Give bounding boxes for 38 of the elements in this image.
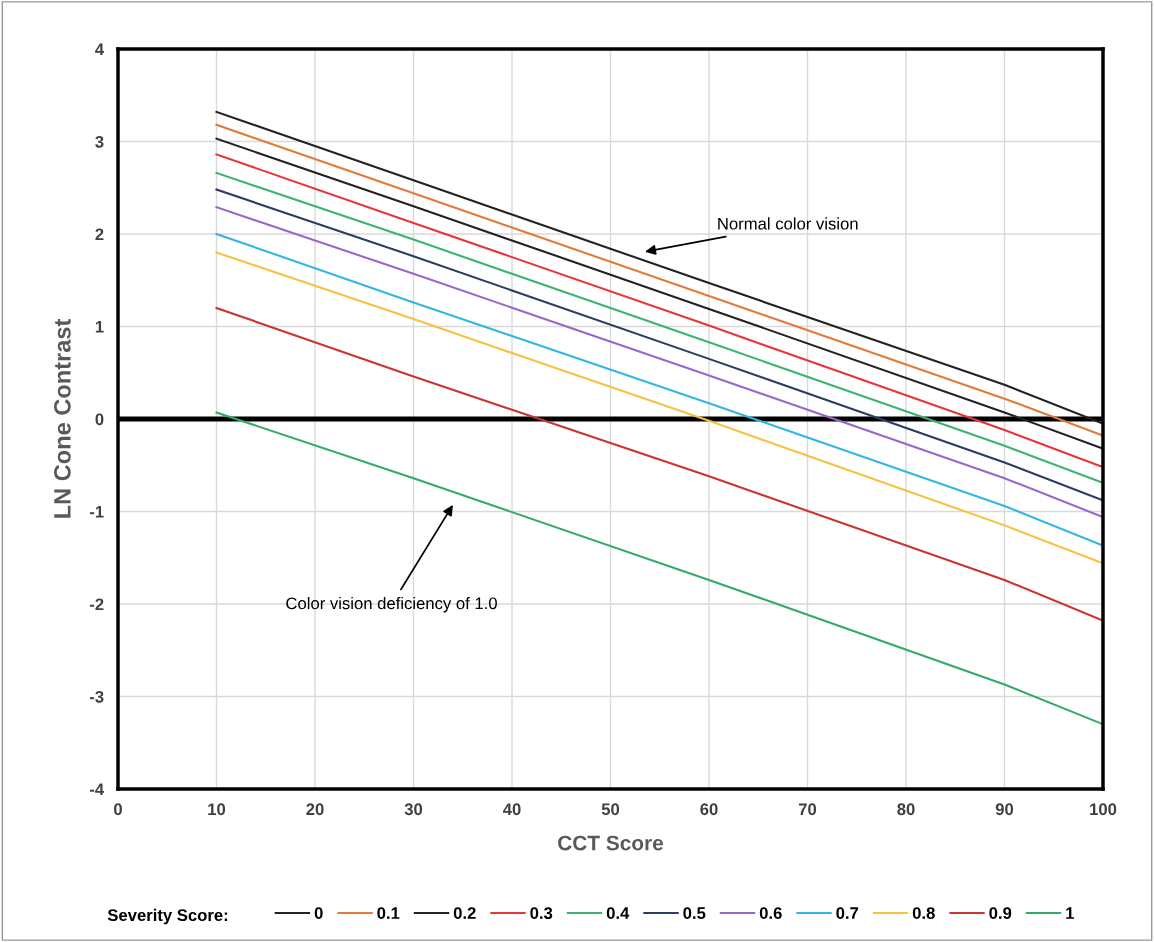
x-tick-label: 50	[601, 803, 620, 816]
x-tick-label: 70	[798, 803, 817, 816]
legend-title: Severity Score:	[107, 908, 228, 925]
legend-label: 0.2	[453, 907, 476, 919]
y-tick-label: -1	[89, 506, 104, 518]
x-tick-label: 30	[404, 803, 423, 816]
legend-label: 0.1	[377, 907, 400, 919]
y-tick-label: -2	[89, 598, 104, 611]
legend-label: 0.3	[530, 907, 553, 920]
x-tick-label: 60	[700, 803, 718, 816]
annotation: Color vision deficiency of 1.0	[286, 596, 497, 613]
x-tick-label: 40	[502, 803, 521, 816]
x-tick-label: 90	[995, 803, 1014, 816]
x-tick-label: 0	[114, 803, 122, 816]
legend-label: 0.8	[912, 907, 935, 919]
y-tick-label: -3	[89, 690, 104, 703]
legend-label: 0.7	[836, 907, 859, 919]
x-tick-label: 100	[1090, 803, 1117, 816]
y-tick-label: 3	[95, 135, 104, 148]
x-axis-title: CCT Score	[558, 835, 664, 851]
legend-label: 0.9	[989, 907, 1012, 919]
line-series	[215, 306, 1103, 622]
legend-label: 0	[314, 907, 323, 919]
y-tick-label: 2	[95, 228, 104, 241]
legend-label: 0.6	[759, 907, 782, 919]
annotation: Normal color vision	[718, 217, 858, 230]
x-tick-label: 20	[306, 803, 324, 816]
line-series	[215, 411, 1103, 726]
y-tick-label: 4	[95, 43, 105, 56]
legend-label: 1	[1066, 907, 1074, 919]
x-tick-label: 10	[208, 803, 226, 816]
y-tick-label: -4	[89, 783, 105, 796]
y-axis-title: LN Cone Contrast	[54, 318, 71, 518]
legend-label: 0.4	[606, 907, 630, 919]
y-tick-label: 1	[95, 321, 104, 333]
x-tick-label: 80	[897, 803, 915, 816]
y-tick-label: 0	[95, 413, 104, 426]
legend-label: 0.5	[683, 907, 706, 919]
